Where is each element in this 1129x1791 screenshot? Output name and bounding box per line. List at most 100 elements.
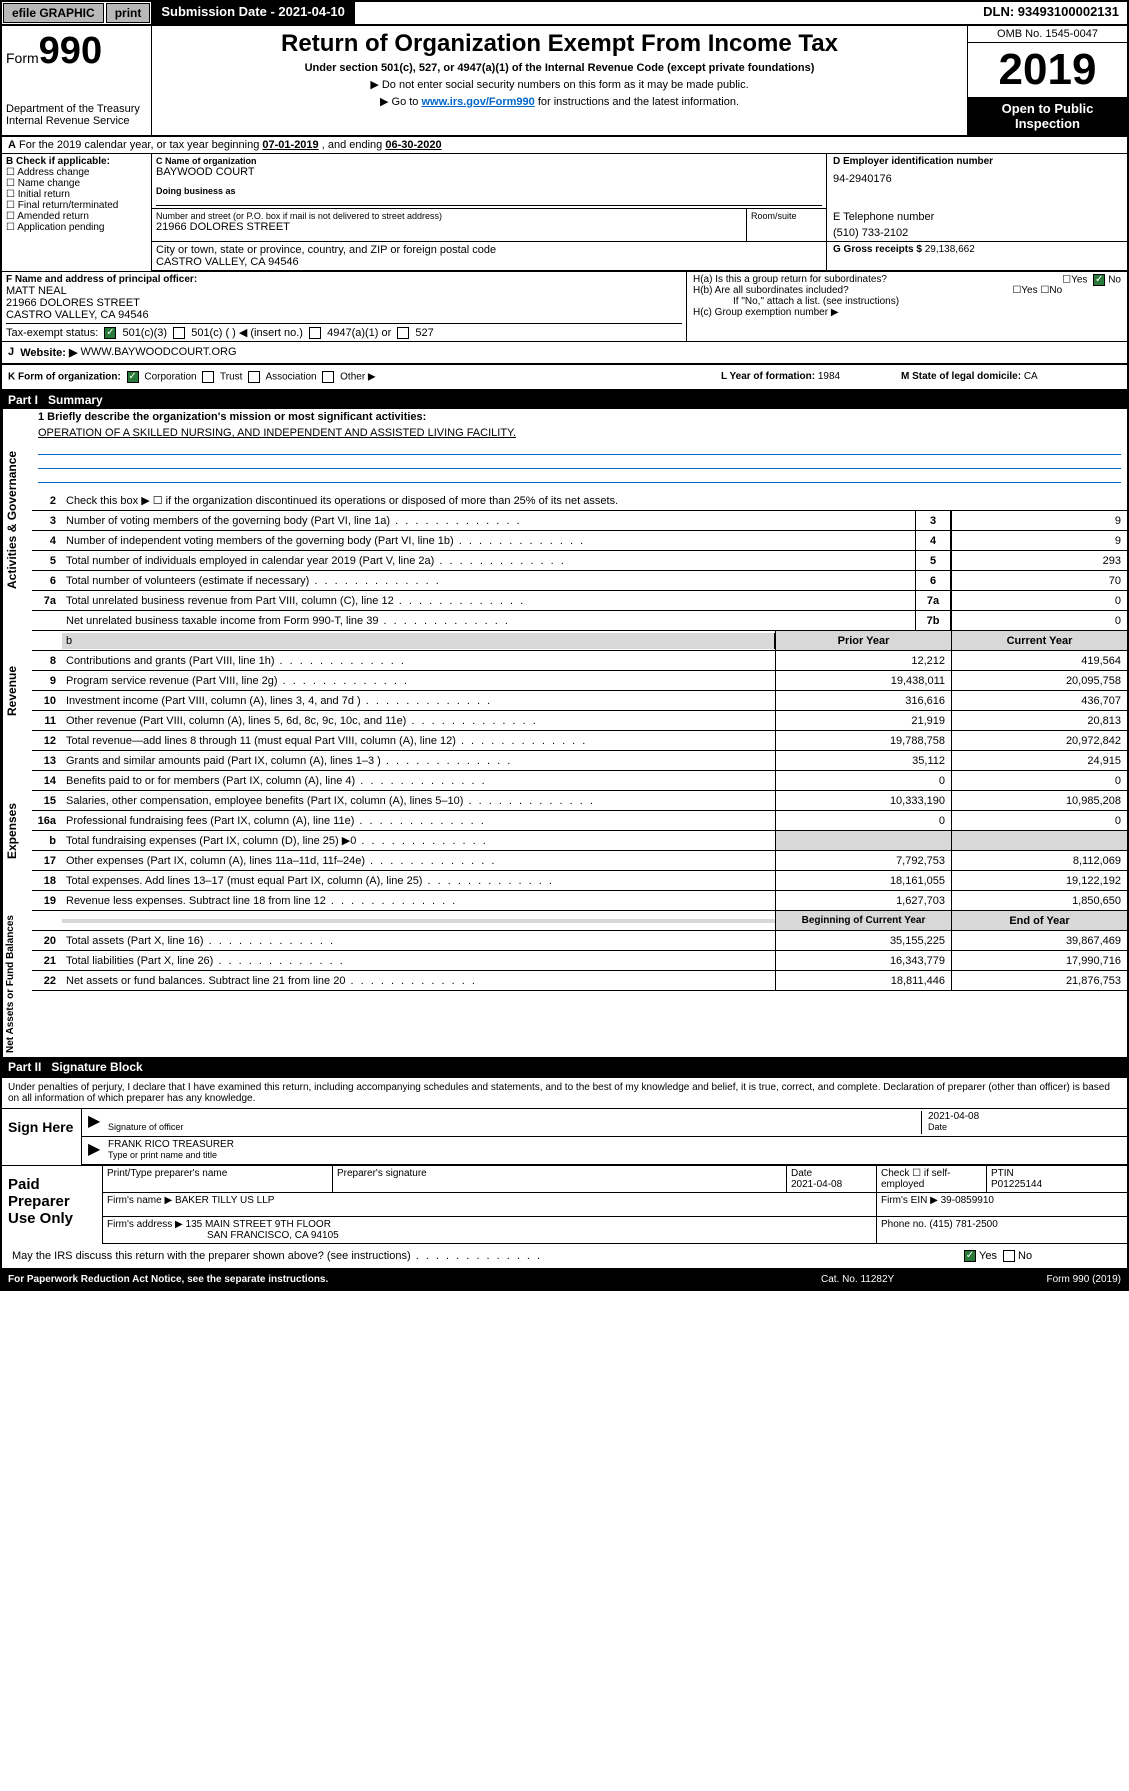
section-j: J Website: ▶ WWW.BAYWOODCOURT.ORG [2,342,1127,365]
net-assets-section: Net Assets or Fund Balances Beginning of… [2,911,1127,1058]
firm-ein-row: Firm's EIN ▶ 39-0859910 [877,1193,1127,1216]
checkbox-other[interactable] [322,371,334,383]
table-row: 12Total revenue—add lines 8 through 11 (… [32,731,1127,751]
table-row: 14Benefits paid to or for members (Part … [32,771,1127,791]
revenue-headers: b Prior Year Current Year [32,631,1127,651]
form-container: efile GRAPHIC print Submission Date - 20… [0,0,1129,1291]
signature-section: Under penalties of perjury, I declare th… [2,1076,1127,1289]
year-formation: 1984 [818,371,840,382]
checkbox-association[interactable] [248,371,260,383]
officer-addr1: 21966 DOLORES STREET [6,297,682,309]
begin-year-header: Beginning of Current Year [775,911,951,930]
table-row: 22Net assets or fund balances. Subtract … [32,971,1127,991]
activities-governance-section: Activities & Governance 1 Briefly descri… [2,409,1127,631]
checkbox-corporation[interactable]: ✓ [127,371,139,383]
name-title-line: ▶ FRANK RICO TREASURERType or print name… [82,1137,1127,1165]
org-name-box: C Name of organization BAYWOOD COURT Doi… [152,154,827,209]
checkbox-trust[interactable] [202,371,214,383]
form-footer: For Paperwork Reduction Act Notice, see … [2,1269,1127,1289]
form-ref: Form 990 (2019) [971,1274,1121,1285]
underline-2 [38,455,1121,469]
firm-address-row: Firm's address ▶ 135 MAIN STREET 9TH FLO… [103,1217,877,1243]
side-label-expenses: Expenses [2,751,32,911]
checkbox-application-pending[interactable]: ☐ Application pending [6,222,147,233]
section-fh-row: F Name and address of principal officer:… [2,272,1127,342]
section-e: E Telephone number (510) 733-2102 [827,209,1127,241]
checkbox-4947[interactable] [309,327,321,339]
expenses-section: Expenses 13Grants and similar amounts pa… [2,751,1127,911]
table-row: 13Grants and similar amounts paid (Part … [32,751,1127,771]
section-b: B Check if applicable: ☐ Address change … [2,154,152,271]
officer-name-title: FRANK RICO TREASURER [108,1139,234,1150]
goto-note: ▶ Go to www.irs.gov/Form990 for instruct… [156,95,963,108]
checkbox-527[interactable] [397,327,409,339]
mission-text: OPERATION OF A SKILLED NURSING, AND INDE… [32,425,1127,441]
sign-here-label: Sign Here [2,1109,82,1165]
checkbox-final-return[interactable]: ☐ Final return/terminated [6,200,147,211]
department-label: Department of the Treasury Internal Reve… [6,103,147,127]
checkbox-ha-no[interactable]: ✓ [1093,274,1105,286]
firm-name: BAKER TILLY US LLP [175,1195,275,1206]
open-public-badge: Open to Public Inspection [968,97,1127,135]
form-title-block: Return of Organization Exempt From Incom… [152,26,967,135]
table-row: 10Investment income (Part VIII, column (… [32,691,1127,711]
efile-badge: efile GRAPHIC [3,3,104,23]
line-a: A For the 2019 calendar year, or tax yea… [2,137,1127,154]
section-g: G Gross receipts $ 29,138,662 [827,242,1127,270]
checkbox-discuss-yes[interactable]: ✓ [964,1250,976,1262]
hb-note: If "No," attach a list. (see instruction… [733,296,1121,307]
current-year-header: Current Year [951,631,1127,650]
table-row: bTotal fundraising expenses (Part IX, co… [32,831,1127,851]
dln-number: DLN: 93493100002131 [975,2,1127,24]
checkbox-address-change[interactable]: ☐ Address change [6,167,147,178]
end-year-header: End of Year [951,911,1127,930]
irs-link[interactable]: www.irs.gov/Form990 [421,96,534,108]
table-row: 18Total expenses. Add lines 13–17 (must … [32,871,1127,891]
checkbox-amended-return[interactable]: ☐ Amended return [6,211,147,222]
table-row: 4Number of independent voting members of… [32,531,1127,551]
ptin-col: PTINP01225144 [987,1166,1127,1192]
signature-officer-line: ▶ Signature of officer 2021-04-08Date [82,1109,1127,1137]
section-d: D Employer identification number 94-2940… [827,154,1127,209]
paid-preparer-label: Paid Preparer Use Only [2,1166,102,1244]
tax-year-end: 06-30-2020 [385,139,441,151]
table-row: 6Total number of volunteers (estimate if… [32,571,1127,591]
mission-label: 1 Briefly describe the organization's mi… [32,409,1127,425]
section-h: H(a) Is this a group return for subordin… [687,272,1127,341]
city-box: City or town, state or province, country… [152,242,827,270]
checkbox-discuss-no[interactable] [1003,1250,1015,1262]
table-row: 3Number of voting members of the governi… [32,511,1127,531]
gross-receipts: 29,138,662 [925,244,975,255]
section-k: K Form of organization: ✓ Corporation Tr… [8,371,721,383]
website-url: WWW.BAYWOODCOURT.ORG [80,346,236,359]
checkbox-501c3[interactable]: ✓ [104,327,116,339]
checkbox-name-change[interactable]: ☐ Name change [6,178,147,189]
header-right-block: OMB No. 1545-0047 2019 Open to Public In… [967,26,1127,135]
telephone: (510) 733-2102 [833,227,1121,239]
checkbox-501c[interactable] [173,327,185,339]
street-address: 21966 DOLORES STREET [156,221,742,233]
table-row: 11Other revenue (Part VIII, column (A), … [32,711,1127,731]
ein-value: 94-2940176 [833,173,1121,185]
table-row: 19Revenue less expenses. Subtract line 1… [32,891,1127,911]
side-label-net: Net Assets or Fund Balances [2,911,32,1057]
prior-year-header: Prior Year [775,631,951,650]
net-headers: Beginning of Current Year End of Year [32,911,1127,931]
print-button[interactable]: print [106,3,151,23]
self-employed-check[interactable]: Check ☐ if self-employed [877,1166,987,1192]
room-suite-box: Room/suite [747,209,827,241]
prep-date: Date2021-04-08 [787,1166,877,1192]
table-row: 5Total number of individuals employed in… [32,551,1127,571]
tax-exempt-label: Tax-exempt status: [6,327,98,339]
form-identifier: Form990 Department of the Treasury Inter… [2,26,152,135]
table-row: 16aProfessional fundraising fees (Part I… [32,811,1127,831]
checkbox-initial-return[interactable]: ☐ Initial return [6,189,147,200]
catalog-number: Cat. No. 11282Y [821,1274,971,1285]
table-row: 15Salaries, other compensation, employee… [32,791,1127,811]
side-label-revenue: Revenue [2,631,32,751]
arrow-icon: ▶ [88,1139,108,1162]
state-domicile: CA [1024,371,1038,382]
top-bar: efile GRAPHIC print Submission Date - 20… [2,2,1127,26]
section-c: C Name of organization BAYWOOD COURT Doi… [152,154,1127,271]
section-hc: H(c) Group exemption number ▶ [693,307,1121,318]
